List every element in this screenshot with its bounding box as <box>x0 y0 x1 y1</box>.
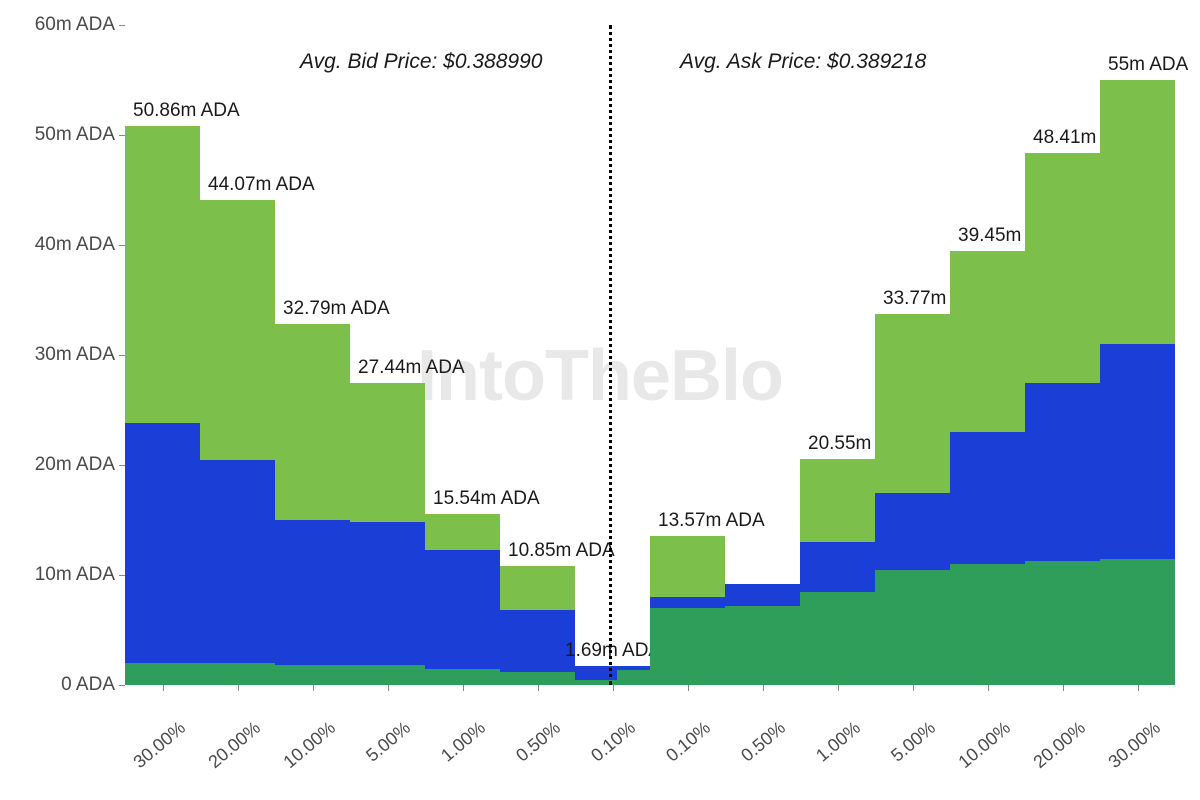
x-tick-label: 0.50% <box>714 717 789 785</box>
bar <box>617 670 651 685</box>
bar <box>725 584 800 685</box>
avg-bid-price-label: Avg. Bid Price: $0.388990 <box>300 50 542 74</box>
bar-value-label: 1.69m ADA <box>565 640 661 662</box>
y-tick-label: 10m ADA <box>20 564 115 586</box>
x-tick-label: 1.00% <box>414 717 489 785</box>
x-tick-label: 5.00% <box>864 717 939 785</box>
bar-value-label: 44.07m ADA <box>208 174 315 196</box>
bar: 48.41m ADA <box>1025 153 1100 686</box>
x-tick-label: 0.10% <box>639 717 714 785</box>
bar-value-label: 27.44m ADA <box>358 357 465 379</box>
bar: 15.54m ADA <box>425 514 500 685</box>
depth-chart: IntoTheBlo 0 ADA10m ADA20m ADA30m ADA40m… <box>0 0 1200 800</box>
y-tick-label: 0 ADA <box>20 674 115 696</box>
bar-value-label: 10.85m ADA <box>508 540 615 562</box>
x-tick-label: 20.00% <box>189 717 264 785</box>
y-tick-label: 40m ADA <box>20 234 115 256</box>
x-tick-label: 30.00% <box>114 717 189 785</box>
bar-value-label: 13.57m ADA <box>658 510 765 532</box>
plot-area: 50.86m ADA44.07m ADA32.79m ADA27.44m ADA… <box>125 25 1175 685</box>
x-tick-label: 10.00% <box>264 717 339 785</box>
x-tick-label: 1.00% <box>789 717 864 785</box>
bar-value-label: 15.54m ADA <box>433 488 540 510</box>
x-tick-label: 5.00% <box>339 717 414 785</box>
bar: 50.86m ADA <box>125 126 200 685</box>
y-tick-label: 60m ADA <box>20 14 115 36</box>
x-tick-label: 0.10% <box>564 717 639 785</box>
bar: 20.55m ADA <box>800 459 875 685</box>
bar: 32.79m ADA <box>275 324 350 685</box>
bar: 10.85m ADA <box>500 566 575 685</box>
x-tick-label: 10.00% <box>939 717 1014 785</box>
avg-ask-price-label: Avg. Ask Price: $0.389218 <box>680 50 926 74</box>
y-tick-label: 30m ADA <box>20 344 115 366</box>
y-tick-label: 50m ADA <box>20 124 115 146</box>
x-tick-label: 20.00% <box>1014 717 1089 785</box>
bar: 27.44m ADA <box>350 383 425 685</box>
bar: 55m ADA <box>1100 80 1175 685</box>
bar-value-label: 50.86m ADA <box>133 100 240 122</box>
x-tick-label: 30.00% <box>1089 717 1164 785</box>
bar: 33.77m ADA <box>875 314 950 685</box>
bar: 13.57m ADA <box>650 536 725 685</box>
bar-value-label: 32.79m ADA <box>283 298 390 320</box>
center-divider <box>609 25 612 685</box>
bar-value-label: 55m ADA <box>1108 54 1188 76</box>
bar: 39.45m ADA <box>950 251 1025 685</box>
y-tick-label: 20m ADA <box>20 454 115 476</box>
bar: 44.07m ADA <box>200 200 275 685</box>
x-tick-label: 0.50% <box>489 717 564 785</box>
